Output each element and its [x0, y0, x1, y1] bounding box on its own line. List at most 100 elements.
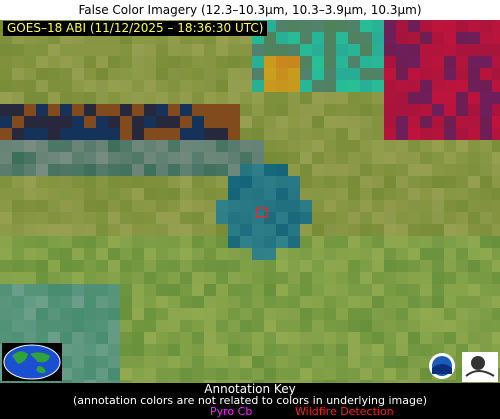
tile	[336, 236, 348, 248]
tile	[96, 176, 108, 188]
tile	[168, 212, 180, 224]
tile	[288, 164, 300, 176]
tile	[240, 140, 252, 152]
tile	[180, 56, 192, 68]
tile	[240, 248, 252, 260]
tile	[192, 128, 204, 140]
tile	[432, 20, 444, 32]
tile	[300, 296, 312, 308]
tile	[372, 284, 384, 296]
tile	[408, 320, 420, 332]
tile	[132, 380, 144, 383]
tile	[300, 356, 312, 368]
tile	[84, 116, 96, 128]
tile	[384, 332, 396, 344]
tile	[180, 140, 192, 152]
tile	[360, 260, 372, 272]
tile	[492, 200, 500, 212]
tile	[492, 152, 500, 164]
tile	[384, 20, 396, 32]
tile	[72, 200, 84, 212]
tile	[288, 176, 300, 188]
tile	[0, 92, 12, 104]
tile	[96, 128, 108, 140]
tile	[432, 44, 444, 56]
tile	[156, 344, 168, 356]
tile	[156, 116, 168, 128]
tile	[204, 332, 216, 344]
tile	[204, 284, 216, 296]
tile	[468, 188, 480, 200]
tile	[180, 272, 192, 284]
tile	[228, 176, 240, 188]
tile	[360, 212, 372, 224]
tile	[240, 260, 252, 272]
tile	[396, 152, 408, 164]
tile	[336, 68, 348, 80]
tile	[120, 140, 132, 152]
tile	[120, 284, 132, 296]
tile	[408, 380, 420, 383]
tile	[432, 104, 444, 116]
tile	[24, 128, 36, 140]
tile	[60, 284, 72, 296]
tile	[108, 176, 120, 188]
tile	[348, 212, 360, 224]
tile	[372, 248, 384, 260]
tile	[468, 224, 480, 236]
tile	[420, 356, 432, 368]
tile	[24, 152, 36, 164]
tile	[120, 296, 132, 308]
tile	[276, 296, 288, 308]
tile	[144, 68, 156, 80]
tile	[384, 260, 396, 272]
tile	[228, 332, 240, 344]
tile	[228, 368, 240, 380]
tile	[276, 164, 288, 176]
tile	[264, 152, 276, 164]
tile	[180, 248, 192, 260]
tile	[120, 188, 132, 200]
tile	[240, 164, 252, 176]
tile	[444, 44, 456, 56]
tile	[60, 368, 72, 380]
tile	[480, 224, 492, 236]
tile	[192, 116, 204, 128]
tile	[348, 80, 360, 92]
tile	[456, 164, 468, 176]
tile	[444, 260, 456, 272]
tile	[12, 380, 24, 383]
tile	[84, 200, 96, 212]
tile	[228, 92, 240, 104]
tile	[252, 164, 264, 176]
tile	[360, 200, 372, 212]
tile	[252, 248, 264, 260]
key-title: Annotation Key	[204, 382, 296, 396]
tile	[360, 92, 372, 104]
tile	[192, 248, 204, 260]
tile	[492, 128, 500, 140]
tile	[132, 236, 144, 248]
tile	[384, 248, 396, 260]
tile	[324, 56, 336, 68]
tile	[84, 356, 96, 368]
tile	[324, 284, 336, 296]
tile	[252, 272, 264, 284]
tile	[156, 236, 168, 248]
tile	[108, 308, 120, 320]
tile	[60, 176, 72, 188]
tile	[180, 80, 192, 92]
tile	[216, 92, 228, 104]
tile	[120, 68, 132, 80]
tile	[384, 344, 396, 356]
tile	[432, 284, 444, 296]
tile	[180, 356, 192, 368]
tile	[84, 248, 96, 260]
tile	[456, 44, 468, 56]
tile	[192, 236, 204, 248]
tile	[408, 188, 420, 200]
tile	[444, 320, 456, 332]
tile	[408, 116, 420, 128]
tile	[288, 104, 300, 116]
tile	[108, 272, 120, 284]
